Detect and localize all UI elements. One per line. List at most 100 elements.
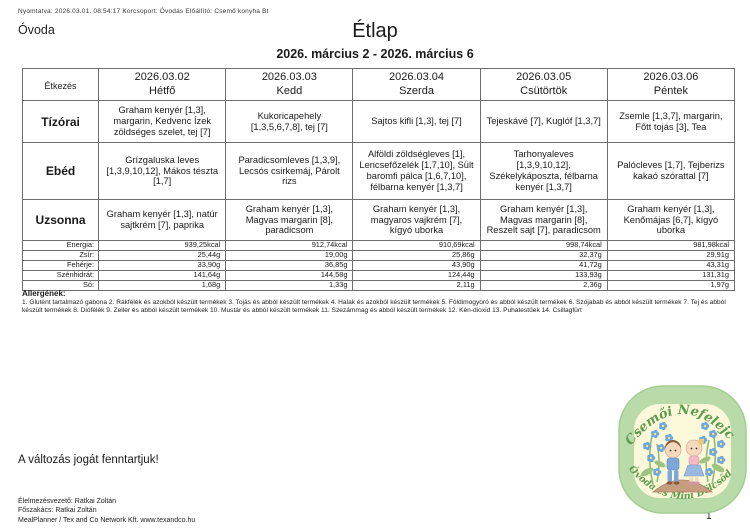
nutrition-value-cell: 25,86g xyxy=(352,250,481,261)
menu-item-cell: Graham kenyér [1,3], Magvas margarin [8]… xyxy=(225,199,354,241)
menu-item-cell: Graham kenyér [1,3], margarin, Kedvenc Í… xyxy=(98,100,227,143)
day-date: 2026.03.02 xyxy=(134,71,190,84)
change-rights-notice: A változás jogát fenntartjuk! xyxy=(18,454,159,466)
forget-me-not-flower xyxy=(643,441,652,451)
logo-girl-figure xyxy=(683,439,705,485)
forget-me-not-flower xyxy=(647,453,656,463)
nutrition-value-cell: 144,58g xyxy=(225,270,354,281)
forget-me-not-flower xyxy=(709,429,718,439)
day-name: Péntek xyxy=(653,84,689,97)
allergens-section: Allergének: 1. Glutént tartalmazó gabona… xyxy=(22,289,736,315)
forget-me-not-flower xyxy=(705,467,714,477)
forget-me-not-flower xyxy=(717,439,726,449)
table-header-row: Étkezés 2026.03.02 Hétfő 2026.03.03 Kedd 2026… xyxy=(21,68,736,101)
day-header-3: 2026.03.04 Szerda xyxy=(352,68,481,101)
nutrition-row: Fehérje: 33,90g 36,85g 43,90g 41,72g 43,31g xyxy=(21,260,736,271)
nutrition-value-cell: 41,72g xyxy=(479,260,608,271)
menu-table: Étkezés 2026.03.02 Hétfő 2026.03.03 Kedd 2026… xyxy=(21,68,736,291)
menu-item-cell: Tarhonyaleves [1,3,9,10,12], Székelykápo… xyxy=(479,142,608,200)
nutrition-value-cell: 131,31g xyxy=(606,270,736,281)
day-header-5: 2026.03.06 Péntek xyxy=(606,68,736,101)
menu-item-cell: Paradicsomleves [1,3,9], Lecsós csirkemá… xyxy=(225,142,354,200)
nutrition-value-cell: 998,74kcal xyxy=(479,240,608,251)
day-header-4: 2026.03.05 Csütörtök xyxy=(479,68,608,101)
forget-me-not-flower xyxy=(653,467,662,477)
meal-row: Ebéd Grízgaluska leves [1,3,9,10,12], Mák… xyxy=(21,142,736,200)
nutrition-value-cell: 124,44g xyxy=(352,270,481,281)
nutrition-value-cell: 33,90g xyxy=(98,260,227,271)
meal-row-label: Uzsonna xyxy=(21,199,100,241)
menu-item-cell: Graham kenyér [1,3], Kenőmájas [6,7], kí… xyxy=(606,199,736,241)
footer-software-credit: MealPlanner / Tex and Co Network Kft. ww… xyxy=(18,516,196,524)
menu-item-cell: Graham kenyér [1,3], magyaros vajkrém [7… xyxy=(352,199,481,241)
day-date: 2026.03.04 xyxy=(388,71,445,84)
allergens-heading: Allergének: xyxy=(22,289,66,298)
menu-item-cell: Grízgaluska leves [1,3,9,10,12], Mákos t… xyxy=(98,142,227,200)
group-label: Óvoda xyxy=(18,23,55,37)
menu-item-cell: Graham kenyér [1,3], natúr sajtkrém [7],… xyxy=(98,199,227,241)
menu-item-cell: Zsemle [1,3,7], margarin, Főtt tojás [3]… xyxy=(606,100,736,143)
nutrition-value-cell: 910,69kcal xyxy=(352,240,481,251)
footer-food-manager: Élelmezésvezető: Ratkai Zoltán xyxy=(18,498,117,505)
nutrition-label: Energia: xyxy=(21,240,100,251)
day-name: Hétfő xyxy=(149,84,176,97)
allergens-text: 1. Glutént tartalmazó gabona 2. Rákfélék… xyxy=(22,299,726,315)
nutrition-value-cell: 19,00g xyxy=(225,250,354,261)
logo-leaves xyxy=(640,456,725,477)
meal-row: Uzsonna Graham kenyér [1,3], natúr sajtkr… xyxy=(21,199,736,241)
day-name: Szerda xyxy=(399,84,434,97)
nutrition-value-cell: 29,91g xyxy=(606,250,736,261)
meal-row: Tízórai Graham kenyér [1,3], margarin, Ke… xyxy=(21,100,736,143)
nutrition-value-cell: 32,37g xyxy=(479,250,608,261)
menu-item-cell: Sajtos kifli [1,3], tej [7] xyxy=(352,100,481,143)
date-range-subtitle: 2026. március 2 - 2026. március 6 xyxy=(276,47,474,61)
day-header-1: 2026.03.02 Hétfő xyxy=(98,68,227,101)
print-info-line: Nyomtatva: 2026.03.01. 08:54:17 Korcsopo… xyxy=(18,8,269,15)
nutrition-label: Fehérje: xyxy=(21,260,100,271)
footer-head-chef: Főszakács: Ratkai Zoltán xyxy=(18,507,97,515)
nutrition-value-cell: 43,90g xyxy=(352,260,481,271)
menu-item-cell: Kukoricapehely [1,3,5,6,7,8], tej [7] xyxy=(225,100,354,143)
nutrition-value-cell: 981,98kcal xyxy=(606,240,736,251)
nutrition-value-cell: 133,93g xyxy=(479,270,608,281)
forget-me-not-flower xyxy=(717,455,726,465)
logo-boy-figure xyxy=(664,440,682,485)
menu-item-cell: Alföldi zöldségleves [1], Lencsefőzelék … xyxy=(352,142,481,200)
nutrition-value-cell: 912,74kcal xyxy=(225,240,354,251)
footer-block: Élelmezésvezető: Ratkai Zoltán Főszakács… xyxy=(18,497,195,525)
nutrition-row: Só: 1,68g 1,33g 2,11g 2,36g 1,97g xyxy=(21,280,736,291)
meal-row-label: Tízórai xyxy=(21,100,100,143)
kindergarten-logo: Csemői Nefelejcs Óvoda és Mini Bölcsőde xyxy=(617,384,747,514)
logo-flowers xyxy=(643,421,726,477)
day-date: 2026.03.06 xyxy=(643,71,699,84)
nutrition-value-cell: 36,85g xyxy=(225,260,354,271)
menu-item-cell: Palócleves [1,7], Tejberizs kakaó szórat… xyxy=(606,142,736,200)
forget-me-not-flower xyxy=(701,421,710,431)
page-number: 1 xyxy=(706,511,712,522)
day-date: 2026.03.05 xyxy=(516,71,572,84)
forget-me-not-flower xyxy=(657,443,666,453)
nutrition-value-cell: 43,31g xyxy=(606,260,736,271)
forget-me-not-flower xyxy=(651,429,660,439)
page-title: Étlap xyxy=(352,20,398,42)
nutrition-value-cell: 1,97g xyxy=(606,280,736,291)
nutrition-value-cell: 141,64g xyxy=(98,270,227,281)
day-date: 2026.03.03 xyxy=(261,71,317,84)
nutrition-row: Szénhidrát: 141,64g 144,58g 124,44g 133,93g 1… xyxy=(21,270,736,281)
menu-item-cell: Graham kenyér [1,3], Magvas margarin [8]… xyxy=(479,199,608,241)
nutrition-label: Szénhidrát: xyxy=(21,270,100,281)
day-header-2: 2026.03.03 Kedd xyxy=(225,68,354,101)
forget-me-not-flower xyxy=(659,421,668,431)
day-name: Csütörtök xyxy=(520,84,568,97)
day-name: Kedd xyxy=(276,84,303,97)
meal-row-label: Ebéd xyxy=(21,142,100,200)
meal-column-header: Étkezés xyxy=(21,68,100,101)
nutrition-row: Zsír: 25,44g 19,00g 25,86g 32,37g 29,91g xyxy=(21,250,736,261)
menu-item-cell: Tejeskávé [7], Kuglóf [1,3,7] xyxy=(479,100,608,143)
nutrition-row: Energia: 939,25kcal 912,74kcal 910,69kcal 99… xyxy=(21,240,736,251)
nutrition-value-cell: 25,44g xyxy=(98,250,227,261)
nutrition-value-cell: 939,25kcal xyxy=(98,240,227,251)
nutrition-label: Zsír: xyxy=(21,250,100,261)
forget-me-not-flower xyxy=(709,447,718,457)
